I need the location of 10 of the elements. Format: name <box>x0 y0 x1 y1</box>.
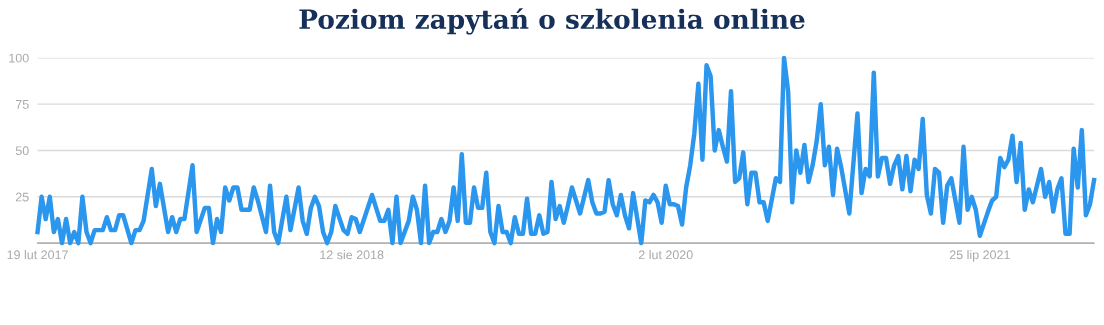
chart-title: Poziom zapytań o szkolenia online <box>299 8 805 35</box>
line-series <box>35 55 1097 246</box>
y-tick-label: 100 <box>9 53 29 63</box>
y-tick-label: 50 <box>15 146 29 156</box>
y-tick-label: 25 <box>15 192 29 202</box>
x-tick-label: 19 lut 2017 <box>7 250 68 260</box>
y-tick-label: 75 <box>15 100 29 109</box>
x-tick-label: 12 sie 2018 <box>320 250 384 260</box>
x-tick-label: 2 lut 2020 <box>638 250 693 260</box>
x-tick-label: 25 lip 2021 <box>949 250 1010 262</box>
